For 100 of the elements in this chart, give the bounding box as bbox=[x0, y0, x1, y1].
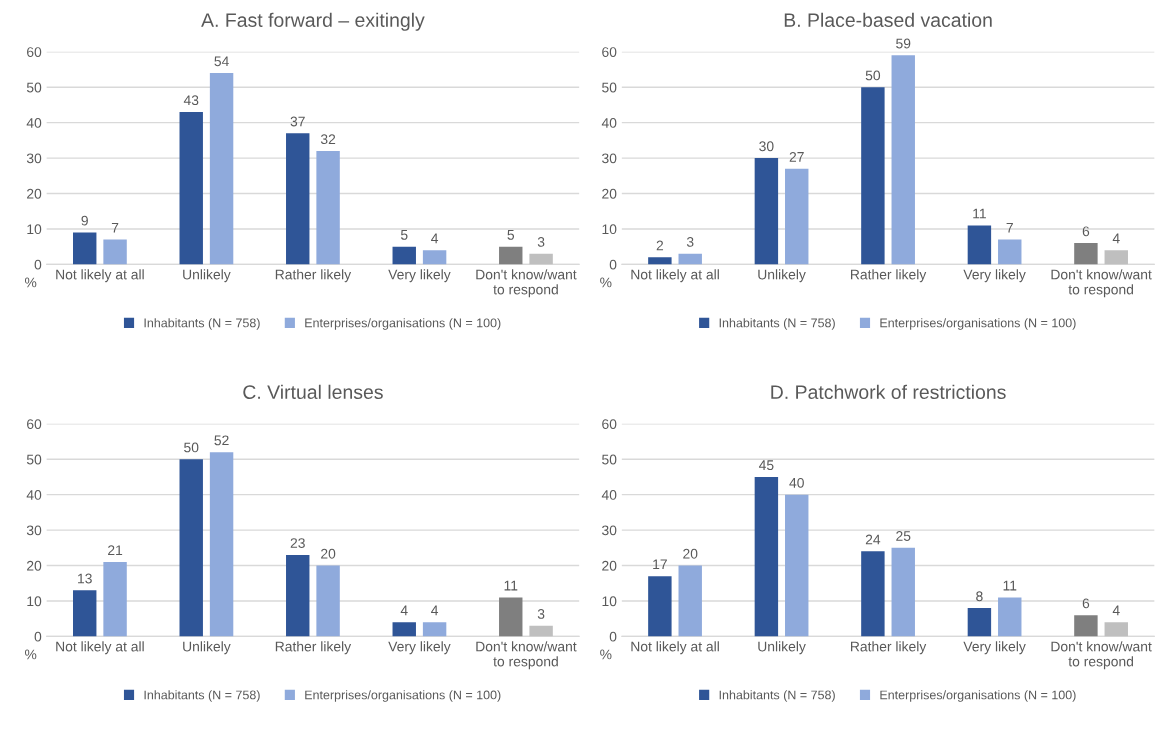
data-label: 7 bbox=[1006, 222, 1013, 233]
bar bbox=[678, 565, 702, 637]
data-label: 4 bbox=[431, 605, 439, 616]
bar bbox=[678, 253, 702, 265]
y-tick-label: 40 bbox=[26, 490, 42, 500]
bar bbox=[422, 622, 447, 637]
x-tick-label: Unlikely bbox=[183, 641, 231, 655]
y-tick-label: 60 bbox=[602, 47, 617, 57]
bar bbox=[648, 257, 672, 265]
bar bbox=[998, 239, 1022, 265]
data-label: 43 bbox=[183, 95, 199, 106]
y-tick-label: 40 bbox=[26, 117, 42, 128]
x-tick-label: Very likely bbox=[963, 269, 1026, 283]
bar bbox=[998, 597, 1022, 637]
bar bbox=[1074, 243, 1098, 265]
data-label: 20 bbox=[683, 548, 698, 559]
y-tick-label: 50 bbox=[602, 454, 617, 465]
data-label: 59 bbox=[896, 38, 911, 49]
bar bbox=[179, 459, 203, 637]
y-axis-title: % bbox=[24, 277, 37, 288]
y-tick-label: 60 bbox=[602, 419, 617, 429]
bar bbox=[73, 232, 97, 265]
data-label: 50 bbox=[865, 70, 881, 81]
bar bbox=[499, 246, 523, 265]
bar bbox=[1104, 622, 1128, 637]
chart-title: B. Place-based vacation bbox=[784, 12, 992, 27]
data-label: 4 bbox=[1112, 233, 1120, 244]
data-label: 3 bbox=[537, 609, 545, 619]
y-tick-label: 20 bbox=[27, 188, 42, 199]
bar bbox=[891, 547, 915, 637]
bar bbox=[316, 151, 340, 265]
bar bbox=[861, 551, 885, 637]
bar bbox=[967, 608, 992, 637]
x-tick-label: Rather likely bbox=[275, 269, 352, 283]
y-tick-label: 0 bbox=[609, 631, 617, 642]
bar bbox=[392, 246, 416, 265]
bar bbox=[209, 73, 234, 265]
data-label: 21 bbox=[108, 545, 123, 555]
data-label: 5 bbox=[400, 230, 408, 240]
data-label: 30 bbox=[759, 141, 774, 152]
data-label: 40 bbox=[789, 477, 804, 488]
bar bbox=[529, 253, 553, 265]
y-tick-label: 40 bbox=[601, 117, 617, 128]
y-tick-label: 20 bbox=[602, 560, 617, 571]
data-label: 9 bbox=[81, 215, 88, 226]
y-tick-label: 50 bbox=[26, 82, 42, 93]
y-tick-label: 10 bbox=[27, 224, 42, 235]
y-tick-label: 20 bbox=[27, 560, 42, 571]
data-label: 8 bbox=[976, 591, 983, 602]
bar bbox=[179, 112, 203, 265]
bar bbox=[103, 562, 127, 637]
chart-title: A. Fast forward – exitingly bbox=[201, 12, 425, 31]
y-tick-label: 10 bbox=[602, 596, 617, 607]
bar bbox=[209, 452, 234, 637]
x-tick-label: Not likely at all bbox=[631, 641, 719, 655]
bar bbox=[103, 239, 127, 265]
data-label: 52 bbox=[214, 435, 229, 446]
y-tick-label: 30 bbox=[26, 153, 42, 164]
y-axis-title: % bbox=[600, 649, 612, 660]
y-tick-label: 30 bbox=[602, 525, 617, 536]
y-tick-label: 50 bbox=[602, 82, 617, 93]
x-tick-label: Very likely bbox=[388, 641, 451, 655]
x-tick-label: Don't know/want to respond bbox=[476, 269, 577, 298]
bar bbox=[648, 576, 672, 637]
chart-title: D. Patchwork of restrictions bbox=[771, 384, 1006, 400]
y-tick-label: 30 bbox=[26, 525, 42, 536]
legend-label: Enterprises/organisations (N = 100) bbox=[880, 318, 1076, 330]
data-label: 45 bbox=[758, 460, 774, 471]
y-tick-label: 60 bbox=[27, 419, 42, 429]
data-label: 3 bbox=[686, 237, 694, 247]
data-label: 11 bbox=[973, 208, 986, 219]
bar bbox=[73, 590, 97, 637]
bar bbox=[1104, 250, 1128, 265]
data-label: 11 bbox=[504, 580, 518, 591]
legend-label: Inhabitants (N = 758) bbox=[144, 318, 260, 330]
data-label: 24 bbox=[865, 534, 881, 545]
data-label: 23 bbox=[290, 538, 305, 548]
y-tick-label: 10 bbox=[602, 224, 617, 235]
y-tick-label: 0 bbox=[609, 259, 617, 270]
data-label: 25 bbox=[896, 531, 911, 541]
x-tick-label: Rather likely bbox=[851, 641, 927, 655]
chart-title: C. Virtual lenses bbox=[243, 384, 383, 400]
bar bbox=[861, 87, 885, 265]
x-tick-label: Not likely at all bbox=[56, 641, 144, 655]
x-tick-label: Very likely bbox=[388, 269, 451, 283]
bar bbox=[529, 625, 553, 637]
bar bbox=[967, 225, 992, 265]
y-tick-label: 20 bbox=[602, 188, 617, 199]
legend-label: Enterprises/organisations (N = 100) bbox=[305, 690, 501, 702]
data-label: 3 bbox=[537, 237, 545, 247]
legend-label: Enterprises/organisations (N = 100) bbox=[305, 318, 501, 330]
y-tick-label: 0 bbox=[34, 631, 42, 642]
data-label: 11 bbox=[1003, 580, 1017, 591]
legend-label: Inhabitants (N = 758) bbox=[144, 690, 260, 702]
y-tick-label: 60 bbox=[27, 47, 42, 57]
bar bbox=[316, 565, 340, 637]
x-tick-label: Don't know/want to respond bbox=[1051, 641, 1152, 670]
y-tick-label: 10 bbox=[27, 596, 42, 607]
bar bbox=[392, 622, 416, 637]
data-label: 5 bbox=[507, 230, 515, 240]
